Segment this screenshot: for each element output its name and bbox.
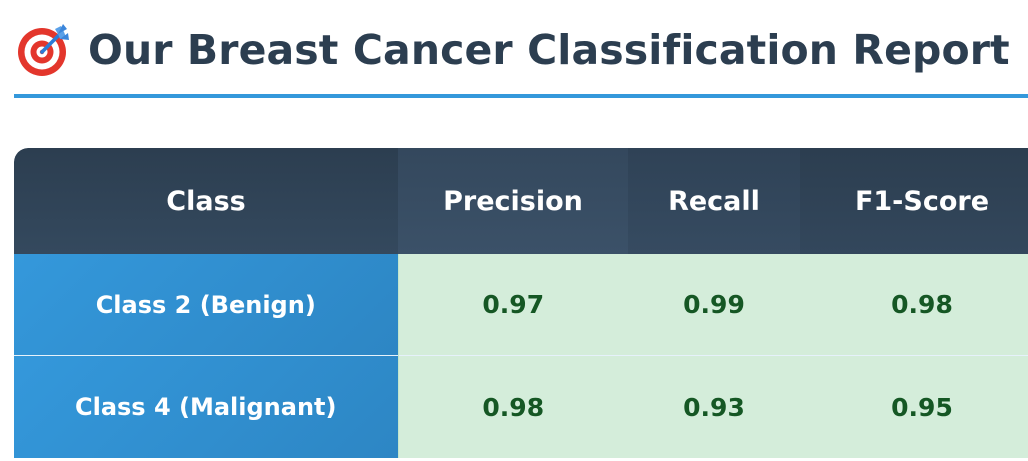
f1-score-cell: 0.95 — [800, 355, 1028, 458]
header-f1-score: F1-Score — [800, 148, 1028, 254]
header-recall: Recall — [628, 148, 800, 254]
recall-cell: 0.99 — [628, 254, 800, 356]
table-header-row: Class Precision Recall F1-Score — [14, 148, 1028, 254]
precision-cell: 0.98 — [397, 355, 628, 458]
header-precision: Precision — [398, 148, 628, 254]
precision-cell: 0.97 — [397, 254, 628, 356]
classification-report-table: Class Precision Recall F1-Score Class 2 … — [14, 148, 1028, 458]
title-underline — [14, 94, 1028, 98]
recall-cell: 0.93 — [628, 355, 800, 458]
class-cell: Class 4 (Malignant) — [14, 355, 398, 458]
table-row: Class 2 (Benign) 0.97 0.99 0.98 — [14, 254, 1028, 356]
direct-hit-target-icon — [18, 24, 69, 76]
report-header: Our Breast Cancer Classification Report — [14, 18, 1010, 82]
table-row: Class 4 (Malignant) 0.98 0.93 0.95 — [14, 355, 1028, 458]
class-cell: Class 2 (Benign) — [14, 254, 398, 356]
f1-score-cell: 0.98 — [800, 254, 1028, 356]
header-class: Class — [14, 148, 398, 254]
page-title: Our Breast Cancer Classification Report — [88, 26, 1010, 74]
